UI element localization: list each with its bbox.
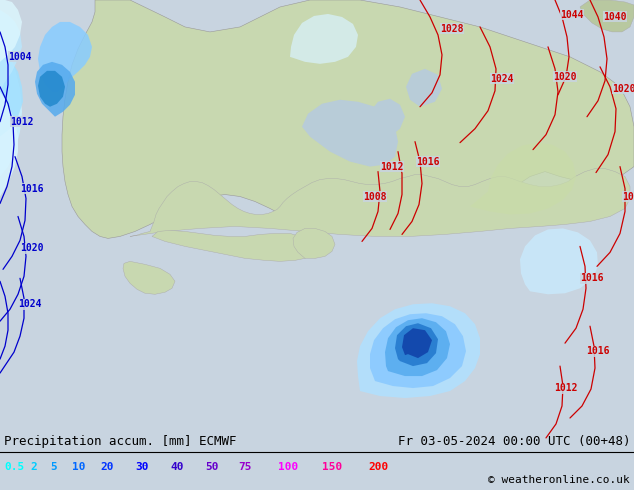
Text: 200: 200 bbox=[368, 462, 388, 472]
Text: 30: 30 bbox=[135, 462, 148, 472]
Text: 1012: 1012 bbox=[380, 162, 404, 172]
Text: 1024: 1024 bbox=[490, 74, 514, 84]
Polygon shape bbox=[470, 143, 576, 215]
Text: 1020: 1020 bbox=[612, 84, 634, 94]
Text: 2: 2 bbox=[30, 462, 37, 472]
Polygon shape bbox=[35, 62, 75, 117]
Text: 1024: 1024 bbox=[18, 299, 42, 309]
Polygon shape bbox=[38, 71, 65, 107]
Text: Precipitation accum. [mm] ECMWF: Precipitation accum. [mm] ECMWF bbox=[4, 435, 236, 448]
Polygon shape bbox=[302, 100, 398, 167]
Polygon shape bbox=[62, 0, 634, 239]
Text: 1016: 1016 bbox=[20, 184, 44, 194]
Text: 1012: 1012 bbox=[554, 383, 578, 393]
Text: 1012: 1012 bbox=[10, 117, 34, 127]
Text: 50: 50 bbox=[205, 462, 219, 472]
Text: 1008: 1008 bbox=[363, 192, 387, 201]
Polygon shape bbox=[290, 14, 358, 64]
Text: 10: 10 bbox=[72, 462, 86, 472]
Polygon shape bbox=[152, 230, 312, 261]
Polygon shape bbox=[130, 169, 630, 236]
Polygon shape bbox=[370, 99, 405, 137]
Polygon shape bbox=[0, 0, 22, 62]
Polygon shape bbox=[520, 228, 598, 294]
Polygon shape bbox=[406, 69, 442, 107]
Text: 0.5: 0.5 bbox=[4, 462, 24, 472]
Text: 1040: 1040 bbox=[603, 12, 627, 22]
Text: © weatheronline.co.uk: © weatheronline.co.uk bbox=[488, 475, 630, 485]
Polygon shape bbox=[370, 313, 466, 388]
Text: 1020: 1020 bbox=[20, 244, 44, 253]
Text: 1004: 1004 bbox=[8, 52, 32, 62]
Polygon shape bbox=[0, 92, 18, 196]
Text: 75: 75 bbox=[238, 462, 252, 472]
Polygon shape bbox=[123, 261, 175, 294]
Text: 1044: 1044 bbox=[560, 10, 584, 20]
Text: Fr 03-05-2024 00:00 UTC (00+48): Fr 03-05-2024 00:00 UTC (00+48) bbox=[398, 435, 630, 448]
Text: 40: 40 bbox=[170, 462, 183, 472]
Polygon shape bbox=[385, 318, 450, 376]
Polygon shape bbox=[580, 0, 634, 32]
Text: 1016: 1016 bbox=[580, 273, 604, 283]
Text: 100: 100 bbox=[278, 462, 298, 472]
Text: 1016: 1016 bbox=[586, 346, 610, 356]
Polygon shape bbox=[402, 328, 432, 358]
Text: 5: 5 bbox=[50, 462, 57, 472]
Text: 1028: 1028 bbox=[440, 24, 463, 34]
Polygon shape bbox=[38, 22, 92, 92]
Text: 150: 150 bbox=[322, 462, 342, 472]
Polygon shape bbox=[0, 10, 22, 92]
Text: 1024: 1024 bbox=[622, 192, 634, 201]
Polygon shape bbox=[293, 228, 335, 258]
Polygon shape bbox=[0, 52, 23, 137]
Polygon shape bbox=[395, 323, 438, 366]
Text: 1016: 1016 bbox=[417, 157, 440, 167]
Text: 20: 20 bbox=[100, 462, 113, 472]
Polygon shape bbox=[357, 303, 480, 398]
Polygon shape bbox=[0, 37, 22, 176]
Text: 1020: 1020 bbox=[553, 72, 577, 82]
